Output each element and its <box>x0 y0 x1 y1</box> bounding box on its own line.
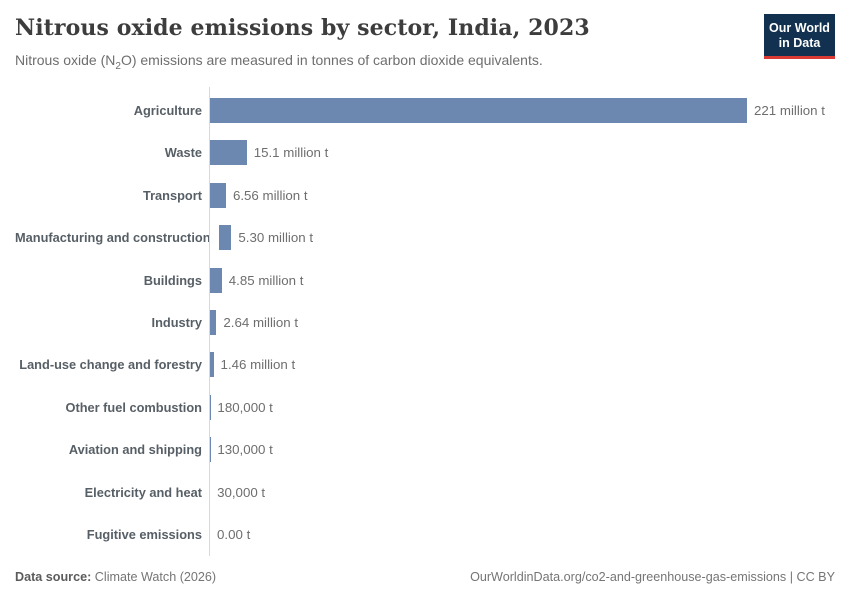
category-label: Transport <box>142 187 202 203</box>
value-label: 30,000 t <box>217 484 266 500</box>
chart-row: Waste 15.1 million t <box>15 132 835 174</box>
subtitle-subscript: 2 <box>115 60 121 72</box>
value-label: 15.1 million t <box>253 145 329 161</box>
value-label: 1.46 million t <box>220 357 296 373</box>
bar[interactable] <box>210 140 247 166</box>
owid-logo-line1: Our World <box>769 21 830 35</box>
bar-chart: Agriculture 221 million t Waste 15.1 millio… <box>15 87 835 556</box>
chart-row: Manufacturing and construction 5.30 milli… <box>15 217 835 259</box>
category-label: Aviation and shipping <box>68 442 202 458</box>
bar[interactable] <box>210 98 747 124</box>
y-axis-line <box>209 87 210 556</box>
chart-row: Electricity and heat 30,000 t <box>15 471 835 513</box>
category-label: Fugitive emissions <box>86 526 202 542</box>
value-label: 2.64 million t <box>223 315 299 331</box>
owid-logo[interactable]: Our World in Data <box>764 14 835 59</box>
title-block: Nitrous oxide emissions by sector, India… <box>15 14 744 72</box>
category-label: Land-use change and forestry <box>19 357 202 373</box>
bar-area: 15.1 million t <box>209 132 835 174</box>
chart-subtitle: Nitrous oxide (N2O) emissions are measur… <box>15 51 744 73</box>
value-label: 5.30 million t <box>238 230 314 246</box>
category-label: Industry <box>151 315 202 331</box>
bar-area: 30,000 t <box>209 471 835 513</box>
plot-rows: Agriculture 221 million t Waste 15.1 millio… <box>15 89 835 555</box>
category-label: Agriculture <box>133 103 202 119</box>
chart-row: Land-use change and forestry 1.46 million… <box>15 344 835 386</box>
chart-row: Fugitive emissions 0.00 t <box>15 513 835 555</box>
bar[interactable] <box>210 267 222 293</box>
category-label: Electricity and heat <box>84 484 202 500</box>
chart-row: Aviation and shipping 130,000 t <box>15 429 835 471</box>
value-label: 4.85 million t <box>228 272 304 288</box>
value-label: 130,000 t <box>217 442 273 458</box>
bar-area: 0.00 t <box>209 513 835 555</box>
bar-area: 180,000 t <box>209 386 835 428</box>
subtitle-pre: Nitrous oxide (N <box>15 51 116 68</box>
bar[interactable] <box>218 225 232 251</box>
category-label: Waste <box>164 145 202 161</box>
bar-area: 4.85 million t <box>209 259 835 301</box>
credit-link[interactable]: OurWorldinData.org/co2-and-greenhouse-ga… <box>470 570 835 584</box>
data-source: Data source: Climate Watch (2026) <box>15 570 216 584</box>
bar-area: 6.56 million t <box>209 174 835 216</box>
category-label: Manufacturing and construction <box>15 230 211 246</box>
value-label: 180,000 t <box>217 399 273 415</box>
value-label: 0.00 t <box>217 526 251 542</box>
bar-area: 2.64 million t <box>209 301 835 343</box>
category-label: Buildings <box>143 272 202 288</box>
chart-row: Buildings 4.85 million t <box>15 259 835 301</box>
subtitle-post: O) emissions are measured in tonnes of c… <box>120 51 543 68</box>
bar[interactable] <box>210 182 226 208</box>
category-label: Other fuel combustion <box>65 399 202 415</box>
chart-row: Other fuel combustion 180,000 t <box>15 386 835 428</box>
data-source-label: Data source: <box>15 570 92 584</box>
bar[interactable] <box>210 310 217 336</box>
bar-area: 130,000 t <box>209 429 835 471</box>
chart-row: Agriculture 221 million t <box>15 89 835 131</box>
bar-area: 5.30 million t <box>218 217 835 259</box>
chart-title: Nitrous oxide emissions by sector, India… <box>15 15 590 41</box>
chart-row: Industry 2.64 million t <box>15 301 835 343</box>
value-label: 6.56 million t <box>232 187 308 203</box>
bar[interactable] <box>210 352 214 378</box>
chart-footer: Data source: Climate Watch (2026) OurWor… <box>15 570 835 590</box>
bar-area: 1.46 million t <box>209 344 835 386</box>
chart-row: Transport 6.56 million t <box>15 174 835 216</box>
data-source-value: Climate Watch (2026) <box>94 570 217 584</box>
owid-logo-line2: in Data <box>778 36 821 50</box>
bar-area: 221 million t <box>209 89 835 131</box>
chart-header: Nitrous oxide emissions by sector, India… <box>15 14 835 72</box>
value-label: 221 million t <box>754 103 825 119</box>
